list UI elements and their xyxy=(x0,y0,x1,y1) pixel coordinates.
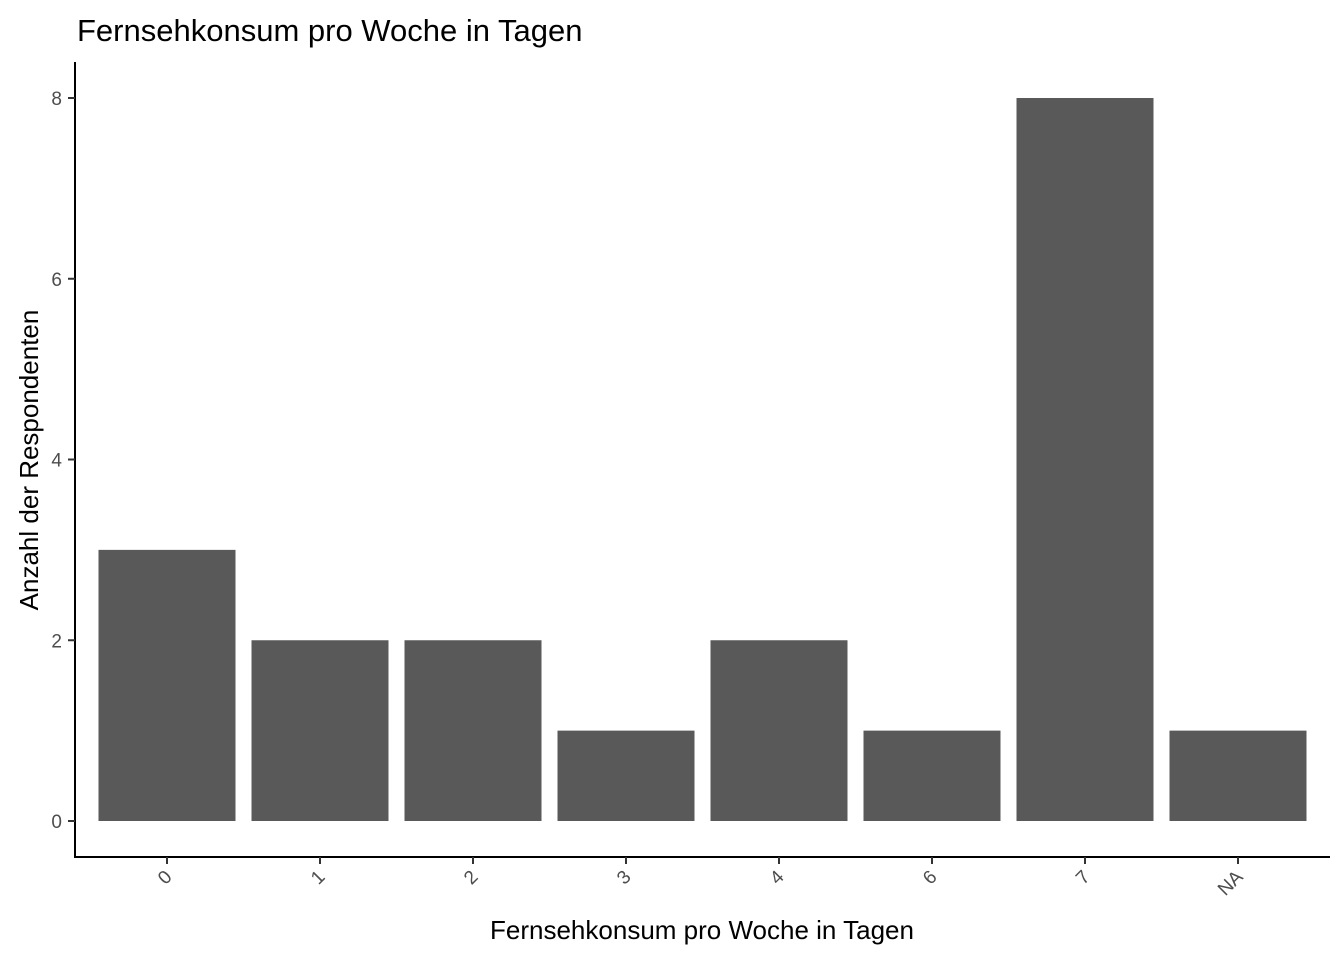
x-tick-label: 6 xyxy=(919,867,941,889)
y-tick-label: 6 xyxy=(51,270,62,291)
y-tick-label: 2 xyxy=(51,631,62,652)
y-tick-label: 8 xyxy=(51,89,62,110)
bar-4 xyxy=(710,640,848,821)
bar-3 xyxy=(557,730,695,821)
y-axis-title: Anzahl der Respondenten xyxy=(14,310,44,611)
x-tick-label: 7 xyxy=(1072,867,1094,889)
bar-1 xyxy=(251,640,389,821)
bar-2 xyxy=(404,640,542,821)
y-axis-ticks: 0 2 4 6 8 xyxy=(51,89,75,833)
x-axis-ticks: 0 1 2 3 4 6 7 NA xyxy=(154,857,1248,900)
bar-7 xyxy=(1016,98,1154,821)
y-tick-label: 4 xyxy=(51,451,62,472)
y-tick-label: 0 xyxy=(51,812,62,833)
x-axis-title: Fernsehkonsum pro Woche in Tagen xyxy=(490,915,914,945)
chart-title: Fernsehkonsum pro Woche in Tagen xyxy=(77,13,582,48)
x-tick-label: NA xyxy=(1214,866,1248,900)
x-tick-label: 1 xyxy=(307,867,329,889)
x-tick-label: 4 xyxy=(766,866,789,889)
bar-0 xyxy=(98,549,236,821)
bar-NA xyxy=(1169,730,1307,821)
bars-group xyxy=(98,98,1307,821)
x-tick-label: 3 xyxy=(613,867,635,889)
x-tick-label: 0 xyxy=(154,867,176,889)
bar-6 xyxy=(863,730,1001,821)
x-tick-label: 2 xyxy=(460,867,482,889)
